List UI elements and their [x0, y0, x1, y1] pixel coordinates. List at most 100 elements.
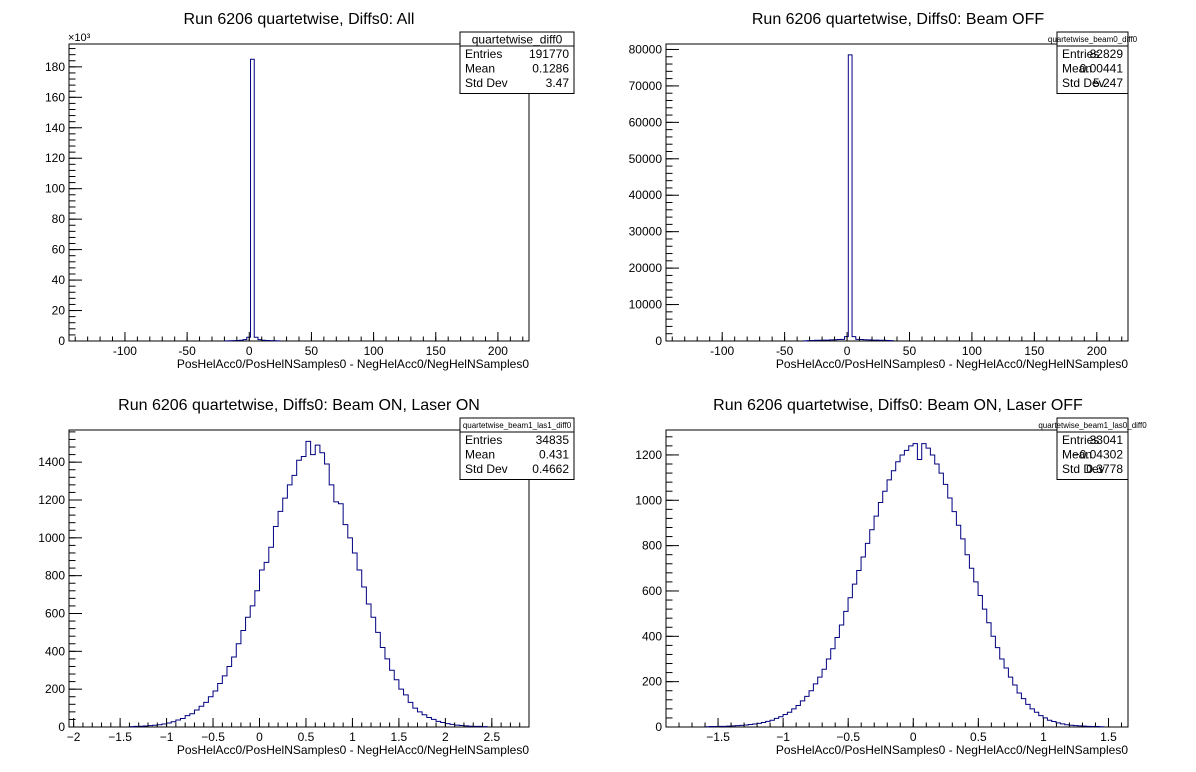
histogram-bin — [464, 726, 469, 727]
y-tick-label: 160 — [45, 90, 65, 104]
histogram-bin — [783, 715, 787, 727]
histogram-bin — [357, 570, 362, 727]
x-tick-label: -50 — [178, 344, 196, 358]
histogram-bin — [1065, 725, 1069, 727]
histogram-bin — [844, 611, 848, 727]
histogram-panel-3: Run 6206 quartetwise, Diffs0: Beam ON, L… — [38, 397, 575, 757]
histogram-bin — [900, 455, 904, 727]
histogram-bin — [770, 720, 774, 727]
histogram-bin — [982, 609, 986, 727]
histogram-bin — [1021, 699, 1025, 727]
y-multiplier-label: ×10³ — [68, 32, 91, 44]
histogram-bin — [826, 340, 830, 341]
histogram-bin — [366, 604, 371, 727]
histogram-bin — [153, 725, 158, 727]
chart-title: Run 6206 quartetwise, Diffs0: Beam ON, L… — [118, 397, 480, 414]
histogram-bin — [329, 485, 334, 727]
y-tick-label: 20000 — [629, 261, 663, 275]
histogram-bin — [297, 460, 302, 727]
y-tick-label: 0 — [655, 334, 662, 348]
x-axis-label: PosHelAcc0/PosHelNSamples0 - NegHelAcc0/… — [177, 743, 529, 757]
histogram-bin — [1060, 724, 1064, 727]
histogram-bin — [1008, 677, 1012, 727]
histogram-bin — [891, 471, 895, 727]
histogram-bin — [939, 473, 943, 727]
histogram-bin — [974, 582, 978, 727]
histogram-bin — [408, 702, 413, 727]
histogram-bin — [157, 725, 162, 727]
stats-value: 3.47 — [546, 76, 570, 90]
histogram-bin — [343, 525, 348, 727]
stats-label: Std Dev — [1062, 76, 1105, 90]
y-tick-label: 180 — [45, 60, 65, 74]
y-tick-label: 1000 — [38, 531, 65, 545]
histogram-bin — [218, 683, 223, 727]
histogram-bin — [478, 726, 483, 727]
y-tick-label: 0 — [655, 720, 662, 734]
histogram-bin — [134, 726, 139, 727]
histogram-bin — [727, 726, 731, 727]
x-tick-label: 2 — [442, 730, 449, 744]
y-tick-label: 60000 — [629, 115, 663, 129]
stats-value: 34835 — [536, 433, 570, 447]
histogram-bin — [311, 455, 316, 727]
histogram-bin — [779, 717, 783, 727]
histogram-bin — [867, 340, 871, 341]
x-tick-label: 1 — [1040, 730, 1047, 744]
histogram-bin — [190, 714, 195, 727]
histogram-bin — [878, 503, 882, 727]
y-tick-label: 200 — [642, 675, 662, 689]
histogram-bin — [352, 553, 357, 727]
y-tick-label: 800 — [642, 539, 662, 553]
stats-label: Mean — [465, 62, 495, 76]
y-tick-label: 1200 — [38, 493, 65, 507]
histogram-bin — [1052, 722, 1056, 727]
y-tick-label: 0 — [58, 334, 65, 348]
histogram-bin — [886, 340, 890, 341]
histogram-bin — [961, 539, 965, 727]
stats-label: Std Dev — [465, 76, 508, 90]
stats-label: Mean — [465, 448, 495, 462]
histogram-series-line — [802, 54, 894, 342]
stats-value: −0.04302 — [1073, 448, 1124, 462]
histogram-bin — [837, 340, 841, 341]
histogram-bin — [917, 459, 921, 727]
y-tick-label: 200 — [45, 682, 65, 696]
x-tick-label: 1.5 — [1100, 730, 1117, 744]
x-tick-label: -100 — [710, 344, 734, 358]
stats-box-frame — [459, 417, 575, 480]
histogram-bin — [887, 480, 891, 727]
histogram-bin — [148, 726, 153, 727]
x-tick-label: 1 — [349, 730, 356, 744]
histogram-bin — [718, 726, 722, 727]
histogram-bin — [254, 337, 258, 341]
histogram-bin — [874, 516, 878, 727]
plot-frame — [665, 429, 1129, 728]
histogram-bin — [385, 659, 390, 727]
histogram-bin — [417, 712, 422, 727]
x-axis-label: PosHelAcc0/PosHelNSamples0 - NegHelAcc0/… — [776, 357, 1128, 371]
x-tick-label: −1.5 — [108, 730, 132, 744]
histogram-bin — [883, 491, 887, 727]
histogram-bin — [740, 725, 744, 727]
histogram-bin — [325, 464, 330, 727]
stats-value: 0.1286 — [532, 62, 569, 76]
histogram-bin — [283, 498, 288, 727]
histogram-bin — [265, 340, 269, 341]
histogram-bin — [413, 708, 418, 727]
histogram-bin — [811, 340, 815, 341]
histogram-bin — [952, 512, 956, 727]
histogram-bin — [167, 723, 172, 727]
histogram-bin — [181, 718, 186, 727]
histogram-bin — [287, 485, 292, 727]
histogram-bin — [796, 705, 800, 727]
histogram-bin — [835, 637, 839, 727]
y-tick-label: 40 — [52, 273, 66, 287]
histogram-bin — [469, 726, 474, 727]
histogram-bin — [792, 709, 796, 727]
histogram-bin — [404, 695, 409, 727]
histogram-bin — [213, 691, 218, 727]
y-tick-label: 1200 — [635, 448, 662, 462]
histogram-bin — [301, 456, 306, 727]
